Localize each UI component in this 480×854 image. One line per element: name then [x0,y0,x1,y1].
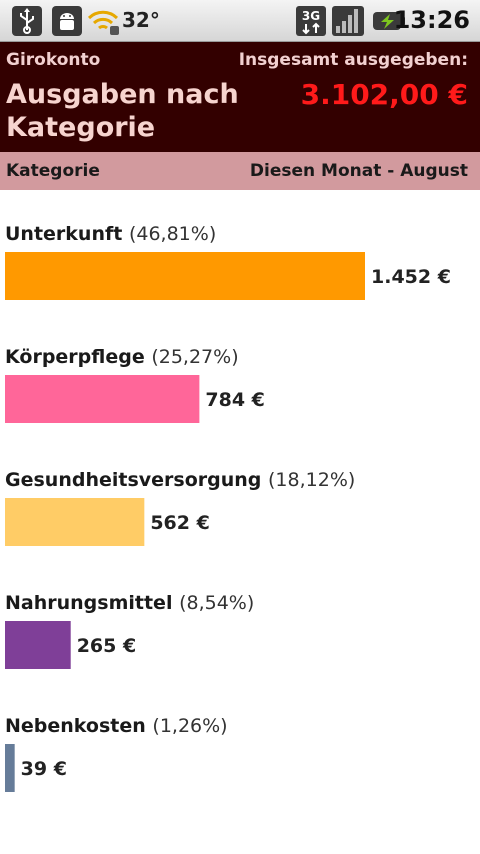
category-amount: 784 € [205,389,265,411]
battery-icon [373,12,405,30]
category-name: Nahrungsmittel [5,592,179,614]
category-row[interactable]: Gesundheitsversorgung (18,12%) 562 € [5,469,355,546]
header: Girokonto Ausgaben nach Kategorie Insges… [0,42,480,152]
3g-icon: 3G [296,6,326,36]
column-header-category: Kategorie [6,161,100,181]
category-row[interactable]: Körperpflege (25,27%) 784 € [5,346,265,423]
wifi-icon [87,10,119,35]
category-label: Gesundheitsversorgung (18,12%) [5,469,355,491]
temperature-readout: 32° [122,8,160,32]
clock: 13:26 [393,6,470,34]
column-header: Kategorie Diesen Monat - August [0,152,480,190]
category-label: Körperpflege (25,27%) [5,346,239,368]
category-amount: 39 € [21,758,67,780]
category-label: Nebenkosten (1,26%) [5,715,228,737]
category-name: Nebenkosten [5,715,152,737]
category-amount: 1.452 € [371,266,451,288]
category-name: Gesundheitsversorgung [5,469,268,491]
status-bar: 32° 3G 13:26 [0,0,480,42]
period-selector[interactable]: Diesen Monat - August [249,161,468,181]
category-percent: (18,12%) [268,469,355,491]
usb-icon [12,6,42,36]
android-icon [52,6,82,36]
category-percent: (25,27%) [151,346,238,368]
category-bar-chart: Unterkunft (46,81%) 1.452 € Körperpflege (… [5,223,451,792]
category-bar[interactable] [5,252,365,300]
signal-icon [332,6,364,36]
category-row[interactable]: Unterkunft (46,81%) 1.452 € [5,223,451,300]
total-spent-label: Insgesamt ausgegeben: [238,50,468,70]
category-row[interactable]: Nebenkosten (1,26%) 39 € [5,715,228,792]
total-spent-value: 3.102,00 € [300,78,468,111]
category-percent: (8,54%) [179,592,254,614]
page-title: Ausgaben nach Kategorie [6,79,239,143]
category-percent: (1,26%) [152,715,227,737]
category-bar[interactable] [5,498,145,546]
category-label: Nahrungsmittel (8,54%) [5,592,254,614]
category-name: Unterkunft [5,223,129,245]
category-label: Unterkunft (46,81%) [5,223,216,245]
category-bar[interactable] [5,375,200,423]
category-bar[interactable] [5,621,71,669]
account-label: Girokonto [6,50,101,70]
category-percent: (46,81%) [129,223,216,245]
category-row[interactable]: Nahrungsmittel (8,54%) 265 € [5,592,254,669]
svg-text:3G: 3G [302,9,320,23]
category-amount: 562 € [150,512,210,534]
category-amount: 265 € [77,635,137,657]
category-name: Körperpflege [5,346,151,368]
category-bar[interactable] [5,744,15,792]
